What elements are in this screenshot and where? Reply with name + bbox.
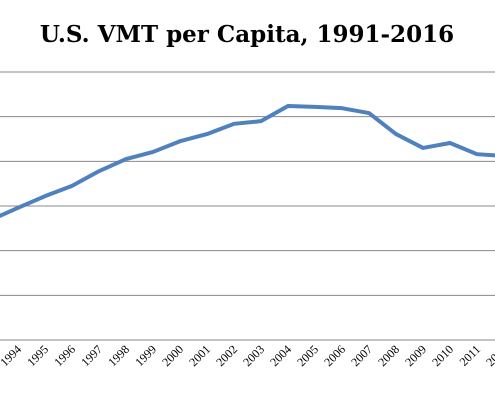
x-tick-label: 2001: [186, 342, 213, 369]
chart-title: U.S. VMT per Capita, 1991-2016: [40, 21, 454, 48]
x-tick-label: 2010: [429, 342, 456, 369]
x-tick-label: 1999: [132, 342, 159, 369]
x-tick-label: 2005: [294, 342, 321, 369]
x-tick-label: 2000: [159, 342, 186, 369]
series-line: [0, 103, 495, 219]
x-tick-label: 2002: [213, 342, 240, 369]
x-tick-label: 1997: [78, 342, 105, 369]
x-tick-label: 2004: [267, 342, 294, 369]
x-tick-label: 2003: [240, 342, 267, 369]
x-tick-label: 2006: [321, 342, 348, 369]
x-tick-label: 1995: [24, 342, 51, 369]
x-tick-label: 1996: [51, 342, 78, 369]
x-tick-label: 2009: [402, 342, 429, 369]
x-tick-label: 2011: [457, 342, 484, 369]
x-tick-label: 2008: [375, 342, 402, 369]
x-tick-label: 2007: [348, 342, 375, 369]
x-tick-label: 1998: [105, 342, 132, 369]
x-tick-label: 2012: [483, 342, 495, 369]
x-tick-label: 1994: [0, 342, 24, 369]
